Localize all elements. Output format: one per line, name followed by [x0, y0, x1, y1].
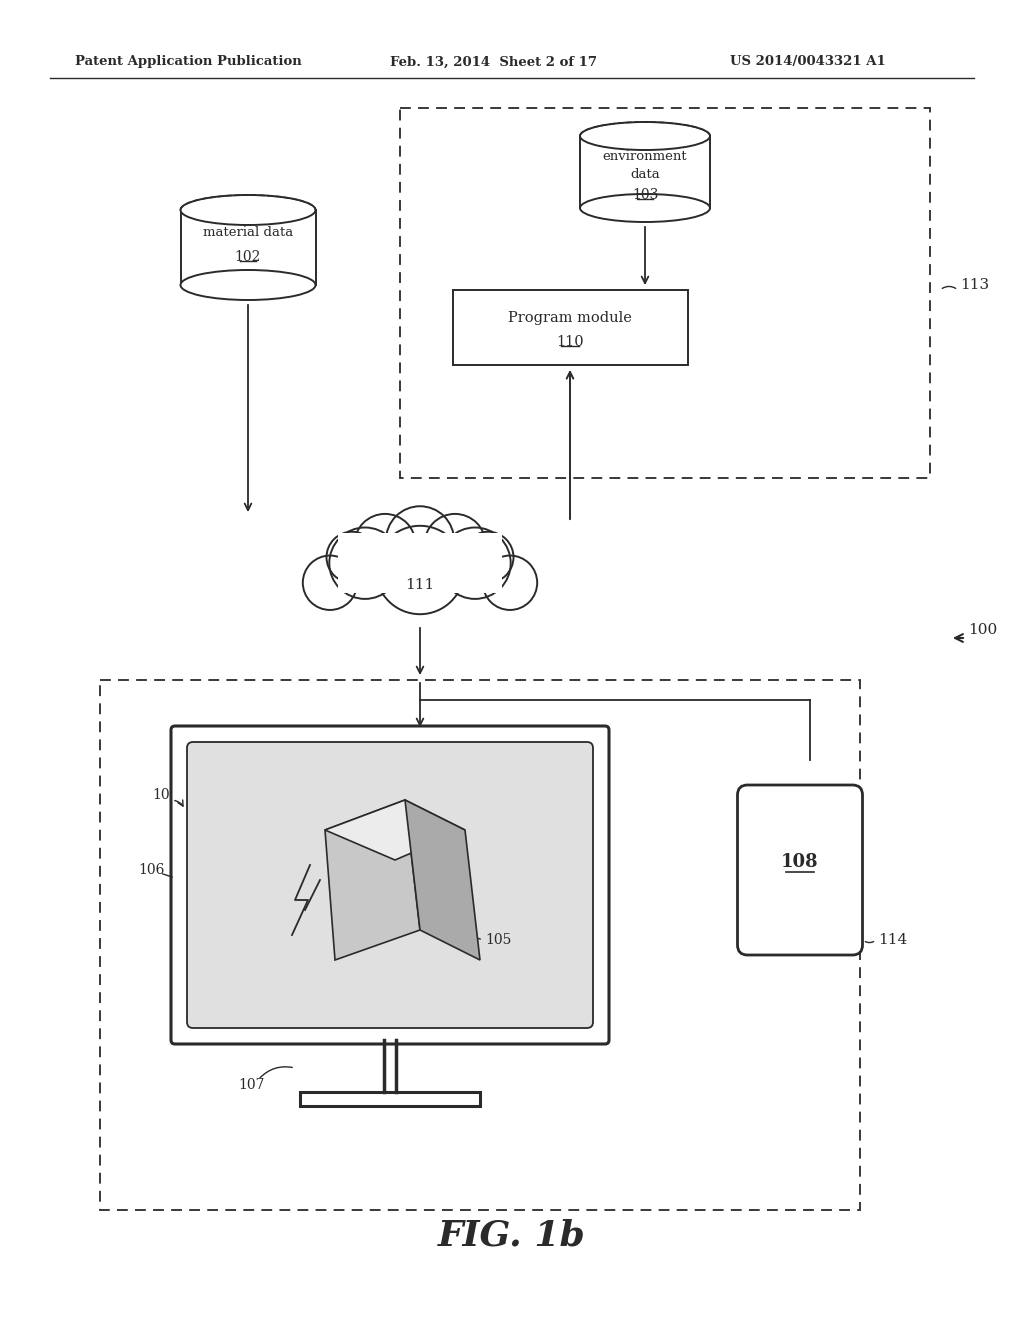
Ellipse shape — [180, 195, 315, 224]
Text: FIG. 1b: FIG. 1b — [438, 1218, 586, 1251]
Text: 103: 103 — [632, 187, 658, 202]
Text: 107: 107 — [238, 1078, 264, 1092]
Circle shape — [463, 532, 513, 582]
Text: 108: 108 — [781, 853, 819, 871]
FancyBboxPatch shape — [171, 726, 609, 1044]
Circle shape — [376, 525, 464, 614]
Circle shape — [327, 532, 378, 582]
Ellipse shape — [580, 121, 710, 150]
Circle shape — [303, 556, 357, 610]
Text: US 2014/0043321 A1: US 2014/0043321 A1 — [730, 55, 886, 69]
Text: Patent Application Publication: Patent Application Publication — [75, 55, 302, 69]
Text: data: data — [630, 168, 659, 181]
Bar — [580, 136, 710, 209]
Bar — [300, 1092, 480, 1106]
Text: environment: environment — [603, 150, 687, 164]
Text: 102: 102 — [234, 249, 261, 264]
Text: Feb. 13, 2014  Sheet 2 of 17: Feb. 13, 2014 Sheet 2 of 17 — [390, 55, 597, 69]
Circle shape — [439, 528, 511, 599]
Text: 104: 104 — [152, 788, 178, 803]
Text: 100: 100 — [968, 623, 997, 638]
Text: 111: 111 — [406, 578, 434, 591]
Text: material data: material data — [203, 227, 293, 239]
Circle shape — [482, 556, 538, 610]
Text: 113: 113 — [961, 279, 989, 292]
Text: Program module: Program module — [508, 312, 632, 325]
Bar — [180, 210, 315, 285]
Bar — [338, 533, 502, 593]
Polygon shape — [325, 800, 420, 960]
Bar — [335, 532, 505, 595]
Circle shape — [354, 513, 416, 576]
Circle shape — [330, 528, 400, 599]
Ellipse shape — [180, 271, 315, 300]
Text: 105: 105 — [485, 933, 511, 946]
FancyBboxPatch shape — [737, 785, 862, 954]
Text: 110: 110 — [556, 335, 584, 348]
Bar — [400, 108, 930, 478]
Polygon shape — [325, 800, 465, 861]
Circle shape — [386, 507, 454, 574]
Circle shape — [424, 513, 485, 576]
Bar — [100, 680, 860, 1210]
Text: 114: 114 — [878, 933, 907, 946]
Text: 106: 106 — [138, 863, 165, 876]
Bar — [453, 290, 687, 366]
FancyBboxPatch shape — [187, 742, 593, 1028]
Ellipse shape — [580, 194, 710, 222]
Polygon shape — [406, 800, 480, 960]
